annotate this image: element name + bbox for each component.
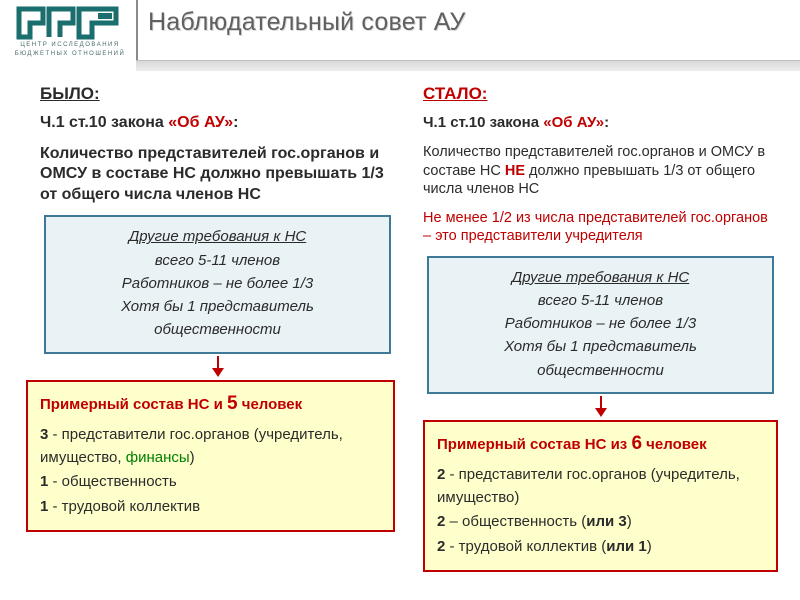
- page-title: Наблюдательный совет АУ: [138, 0, 466, 37]
- before-yr1-g: финансы: [126, 449, 190, 466]
- after-yr3: 2 - трудовой коллектив (или 1): [437, 536, 764, 559]
- before-yr3-t: - трудовой коллектив: [48, 498, 200, 515]
- after-yh-num: 6: [631, 433, 642, 454]
- after-yr2: 2 – общественность (или 3): [437, 511, 764, 534]
- after-para1: Количество представителей гос.органов и …: [423, 143, 778, 199]
- before-para: Количество представителей гос.органов и …: [40, 144, 395, 205]
- before-yr2: 1 - общественность: [40, 471, 381, 494]
- after-law: Ч.1 ст.10 закона «Об АУ»:: [423, 114, 778, 131]
- after-yr2-b: или 3: [586, 513, 626, 530]
- before-yellow-box: Примерный состав НС и 5 человек 3 - пред…: [26, 380, 395, 533]
- arrow-down-icon: [209, 356, 227, 378]
- after-blue-l3: Хотя бы 1 представитель общественности: [439, 335, 762, 382]
- before-yr2-t: - общественность: [48, 473, 176, 490]
- after-yr2-c: ): [627, 513, 632, 530]
- column-after: СТАЛО: Ч.1 ст.10 закона «Об АУ»: Количес…: [423, 84, 778, 572]
- logo-caption-1: ЦЕНТР ИССЛЕДОВАНИЯ: [8, 42, 132, 49]
- after-law-red: «Об АУ»: [543, 114, 604, 131]
- logo-caption-2: БЮДЖЕТНЫХ ОТНОШЕНИЙ: [8, 51, 132, 58]
- before-header: БЫЛО:: [40, 84, 395, 104]
- before-yellow-header: Примерный состав НС и 5 человек: [40, 390, 381, 419]
- after-yellow-header: Примерный состав НС из 6 человек: [437, 430, 764, 459]
- before-law: Ч.1 ст.10 закона «Об АУ»:: [40, 114, 395, 132]
- after-blue-box: Другие требования к НС всего 5-11 членов…: [427, 256, 774, 394]
- after-yr1: 2 - представители гос.органов (учредител…: [437, 464, 764, 509]
- before-yh-a: Примерный состав НС и: [40, 396, 227, 413]
- before-law-red: «Об АУ»: [168, 114, 233, 131]
- column-before: БЫЛО: Ч.1 ст.10 закона «Об АУ»: Количест…: [40, 84, 395, 572]
- before-yr1: 3 - представители гос.органов (учредител…: [40, 424, 381, 469]
- after-yr1-t: - представители гос.органов (учредитель,…: [437, 466, 740, 506]
- after-yr3-a: - трудовой коллектив (: [445, 538, 606, 555]
- before-blue-head: Другие требования к НС: [56, 225, 379, 248]
- after-yr3-c: ): [647, 538, 652, 555]
- logo-icon: [16, 6, 124, 40]
- columns: БЫЛО: Ч.1 ст.10 закона «Об АУ»: Количест…: [0, 70, 800, 572]
- after-law-suffix: :: [604, 114, 609, 131]
- before-yh-num: 5: [227, 393, 238, 414]
- after-blue-l2: Работников – не более 1/3: [439, 312, 762, 335]
- header-divider: [136, 60, 800, 71]
- after-yh-a: Примерный состав НС из: [437, 436, 631, 453]
- before-yh-b: человек: [238, 396, 303, 413]
- after-p1-ne: НЕ: [505, 163, 525, 179]
- after-para2: Не менее 1/2 из числа представителей гос…: [423, 209, 778, 246]
- header: ЦЕНТР ИССЛЕДОВАНИЯ БЮДЖЕТНЫХ ОТНОШЕНИЙ Н…: [0, 0, 800, 70]
- after-yr2-a: – общественность (: [445, 513, 586, 530]
- before-blue-l2: Работников – не более 1/3: [56, 272, 379, 295]
- after-arrow: [423, 396, 778, 418]
- before-law-prefix: Ч.1 ст.10 закона: [40, 114, 168, 131]
- after-yr3-b: или 1: [606, 538, 646, 555]
- after-header: СТАЛО:: [423, 84, 778, 104]
- after-yh-b: человек: [642, 436, 707, 453]
- after-law-prefix: Ч.1 ст.10 закона: [423, 114, 543, 131]
- before-arrow: [40, 356, 395, 378]
- before-blue-l1: всего 5-11 членов: [56, 249, 379, 272]
- after-blue-l1: всего 5-11 членов: [439, 289, 762, 312]
- arrow-down-icon: [592, 396, 610, 418]
- before-blue-box: Другие требования к НС всего 5-11 членов…: [44, 215, 391, 353]
- before-law-suffix: :: [233, 114, 238, 131]
- before-yr1-b: ): [190, 449, 195, 466]
- before-yr3: 1 - трудовой коллектив: [40, 496, 381, 519]
- logo: ЦЕНТР ИССЛЕДОВАНИЯ БЮДЖЕТНЫХ ОТНОШЕНИЙ: [0, 0, 138, 62]
- after-blue-head: Другие требования к НС: [439, 266, 762, 289]
- after-yellow-box: Примерный состав НС из 6 человек 2 - пре…: [423, 420, 778, 573]
- before-blue-l3: Хотя бы 1 представитель общественности: [56, 295, 379, 342]
